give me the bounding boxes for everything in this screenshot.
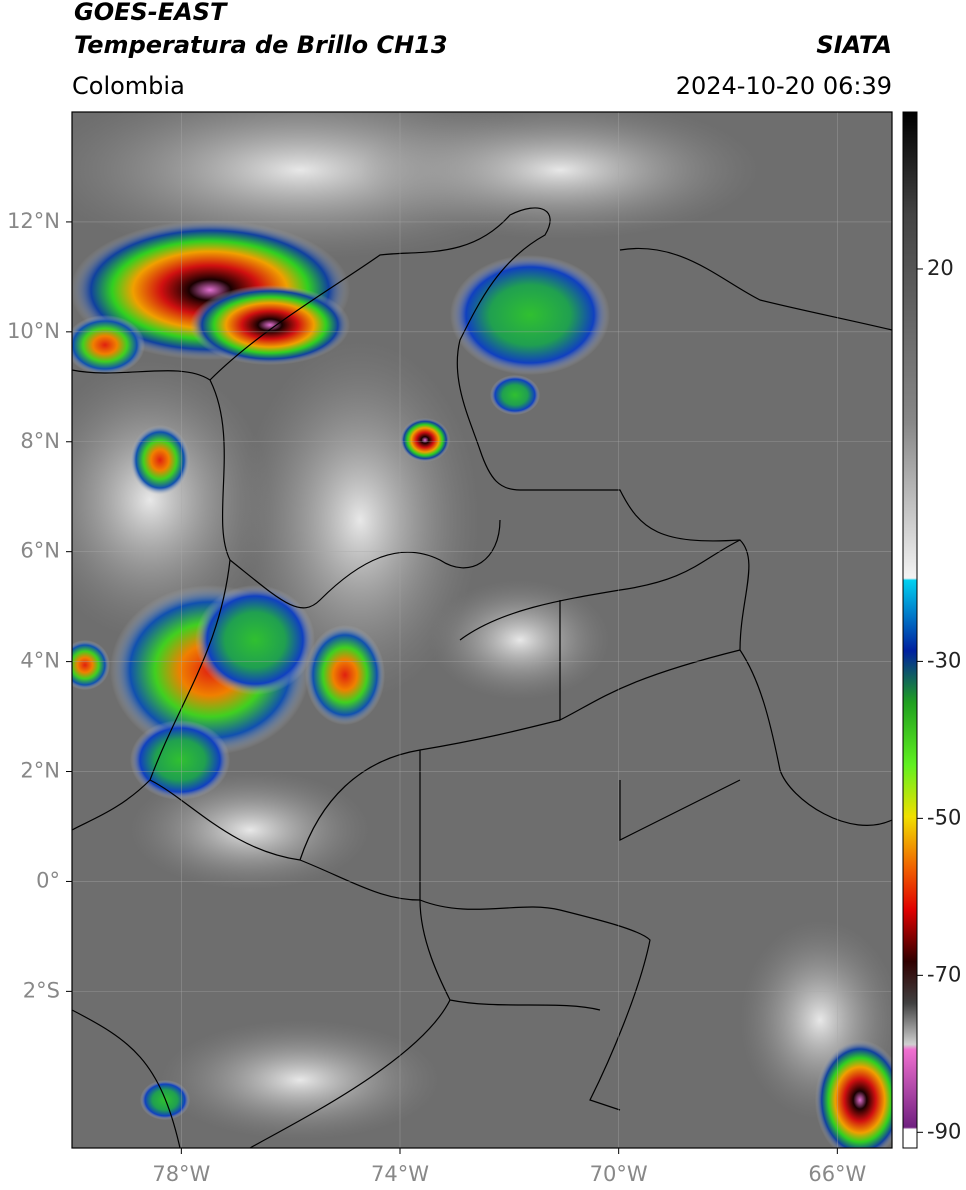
colorbar-tick-label: -30 xyxy=(927,648,961,672)
y-tick-label: 4°N xyxy=(20,649,60,673)
x-tick-label: 78°W xyxy=(152,1162,210,1186)
source: SIATA xyxy=(816,31,892,59)
x-tick-label: 74°W xyxy=(371,1162,429,1186)
timestamp: 2024-10-20 06:39 xyxy=(676,72,892,100)
y-tick-label: 6°N xyxy=(20,539,60,563)
map xyxy=(72,112,892,1148)
y-tick-label: 2°N xyxy=(20,759,60,783)
clouds xyxy=(72,112,892,1140)
x-tick-label: 70°W xyxy=(590,1162,648,1186)
map-frame xyxy=(71,111,893,1149)
x-tick-label: 66°W xyxy=(808,1162,866,1186)
subtitle: Temperatura de Brillo CH13 xyxy=(74,31,448,59)
colorbar-tick-label: -90 xyxy=(927,1119,961,1143)
y-tick-label: 0° xyxy=(36,868,60,892)
y-tick-label: 10°N xyxy=(7,319,60,343)
y-tick-label: 8°N xyxy=(20,429,60,453)
grid xyxy=(72,112,892,1148)
y-tick-label: 2°S xyxy=(23,978,60,1002)
convection xyxy=(72,220,892,1148)
borders xyxy=(72,207,892,1148)
colorbar-tick-label: -50 xyxy=(927,805,961,829)
region: Colombia xyxy=(72,72,185,100)
y-tick-label: 12°N xyxy=(7,209,60,233)
title: GOES-EAST xyxy=(74,0,228,26)
colorbar-tick-label: -70 xyxy=(927,962,961,986)
colorbar xyxy=(902,111,918,1149)
colorbar-tick-label: 20 xyxy=(927,256,954,280)
